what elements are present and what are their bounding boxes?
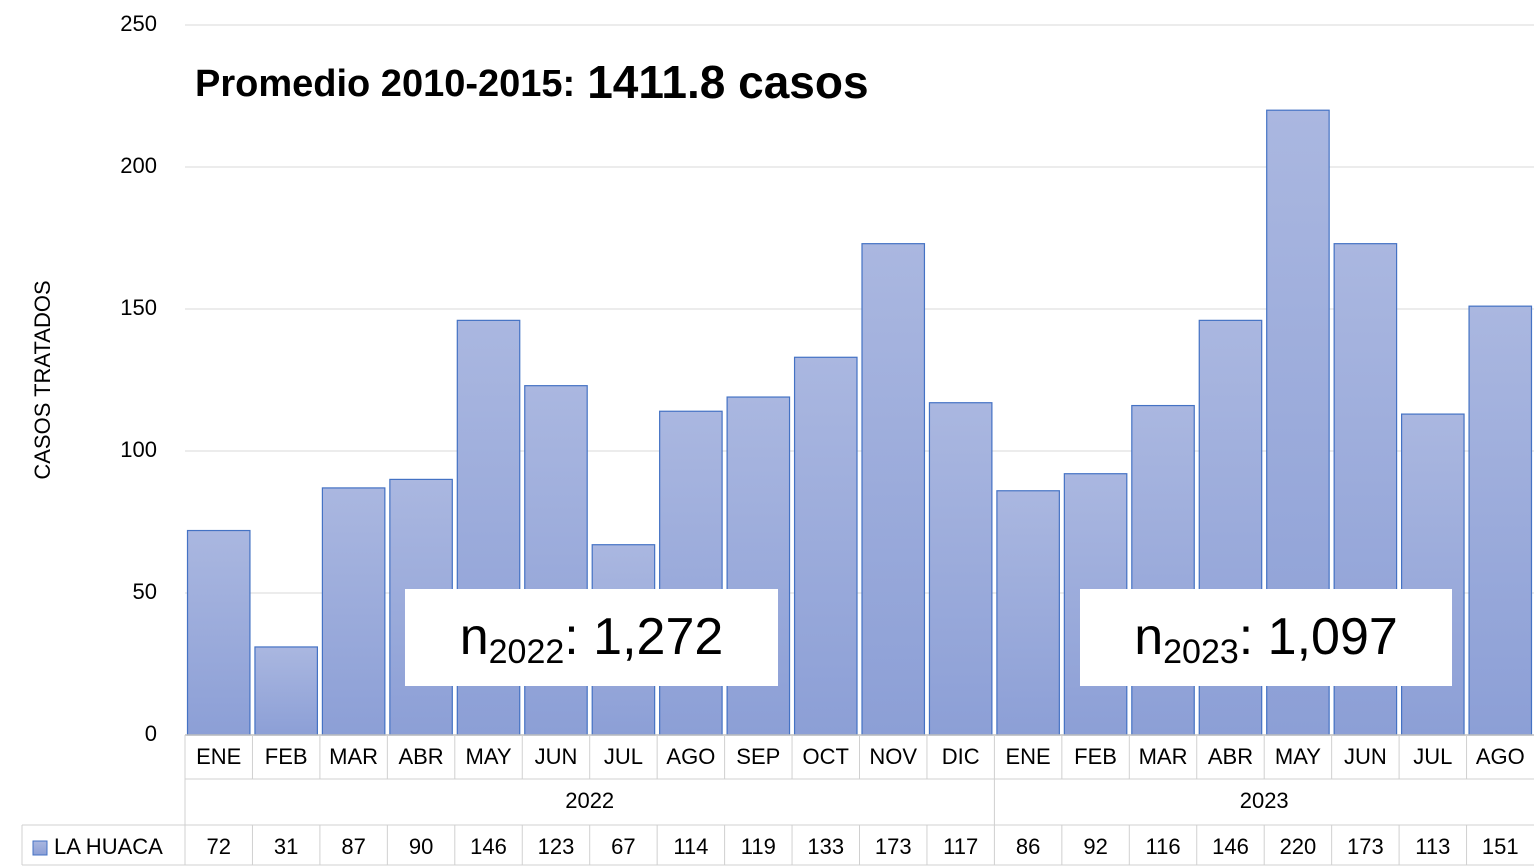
- table-value: 113: [1415, 834, 1450, 859]
- chart-title: Promedio 2010-2015: 1411.8 casos: [195, 56, 869, 108]
- x-tick-label: JUN: [535, 744, 578, 769]
- bar: [321, 487, 386, 736]
- table-value: 72: [206, 834, 230, 859]
- table-value: 133: [807, 834, 844, 859]
- group-label: 2022: [565, 788, 614, 813]
- table-value: 116: [1145, 834, 1180, 859]
- annotation-sub: 2023: [1163, 633, 1239, 671]
- x-tick-label: AGO: [666, 744, 715, 769]
- bar: [186, 529, 251, 736]
- bar: [659, 410, 723, 736]
- x-tick-label: MAR: [1139, 744, 1188, 769]
- table-value: 31: [274, 834, 298, 859]
- x-tick-label: MAR: [329, 744, 378, 769]
- x-tick-label: MAY: [466, 744, 512, 769]
- y-tick-label: 150: [120, 295, 157, 320]
- y-tick-label: 100: [120, 437, 157, 462]
- annotation: n2022: 1,272: [460, 608, 724, 671]
- x-tick-label: JUN: [1344, 744, 1387, 769]
- bar: [996, 490, 1060, 736]
- table-value: 87: [341, 834, 365, 859]
- x-tick-label: ABR: [1208, 744, 1253, 769]
- table-value: 67: [611, 834, 635, 859]
- x-tick-label: JUL: [604, 744, 643, 769]
- x-tick-label: ABR: [398, 744, 443, 769]
- table-value: 146: [470, 834, 507, 859]
- group-label: 2023: [1240, 788, 1289, 813]
- x-tick-label: NOV: [869, 744, 917, 769]
- legend-swatch: [32, 840, 48, 856]
- table-value: 220: [1280, 834, 1317, 859]
- annotation-n: n: [1134, 608, 1163, 666]
- x-tick-label: FEB: [265, 744, 308, 769]
- x-tick-label: MAY: [1275, 744, 1321, 769]
- table-value: 173: [875, 834, 912, 859]
- table-value: 90: [409, 834, 433, 859]
- table-value: 123: [538, 834, 575, 859]
- annotation-n: n: [460, 608, 489, 666]
- legend-label: LA HUACA: [54, 834, 163, 859]
- x-tick-label: FEB: [1074, 744, 1117, 769]
- x-tick-label: ENE: [1006, 744, 1051, 769]
- bar: [1400, 413, 1465, 736]
- table-value: 173: [1347, 834, 1384, 859]
- x-tick-label: AGO: [1476, 744, 1525, 769]
- table-value: 117: [943, 834, 978, 859]
- annotation-value: : 1,272: [564, 608, 723, 666]
- bar: [254, 646, 318, 736]
- annotation: n2023: 1,097: [1134, 608, 1398, 671]
- bar: [928, 402, 993, 736]
- table-value: 151: [1482, 834, 1519, 859]
- x-tick-label: OCT: [803, 744, 849, 769]
- bar: [1468, 305, 1533, 736]
- table-value: 119: [741, 834, 776, 859]
- table-value: 86: [1016, 834, 1040, 859]
- y-axis-label: CASOS TRATADOS: [30, 280, 55, 479]
- x-tick-label: SEP: [736, 744, 780, 769]
- title-value: 1411.8 casos: [587, 56, 868, 108]
- x-tick-label: JUL: [1413, 744, 1452, 769]
- table-value: 146: [1212, 834, 1249, 859]
- table-value: 114: [673, 834, 708, 859]
- y-tick-label: 50: [133, 579, 157, 604]
- table-value: 92: [1083, 834, 1107, 859]
- bar: [793, 356, 858, 736]
- annotation-box: [405, 589, 778, 686]
- bar: [861, 243, 926, 736]
- annotation-sub: 2022: [489, 633, 565, 671]
- x-tick-label: DIC: [942, 744, 980, 769]
- y-tick-label: 0: [145, 721, 157, 746]
- title-prefix: Promedio 2010-2015:: [195, 63, 575, 105]
- y-tick-label: 250: [120, 11, 157, 36]
- annotation-value: : 1,097: [1239, 608, 1398, 666]
- x-tick-label: ENE: [196, 744, 241, 769]
- y-tick-label: 200: [120, 153, 157, 178]
- annotation-box: [1080, 589, 1452, 686]
